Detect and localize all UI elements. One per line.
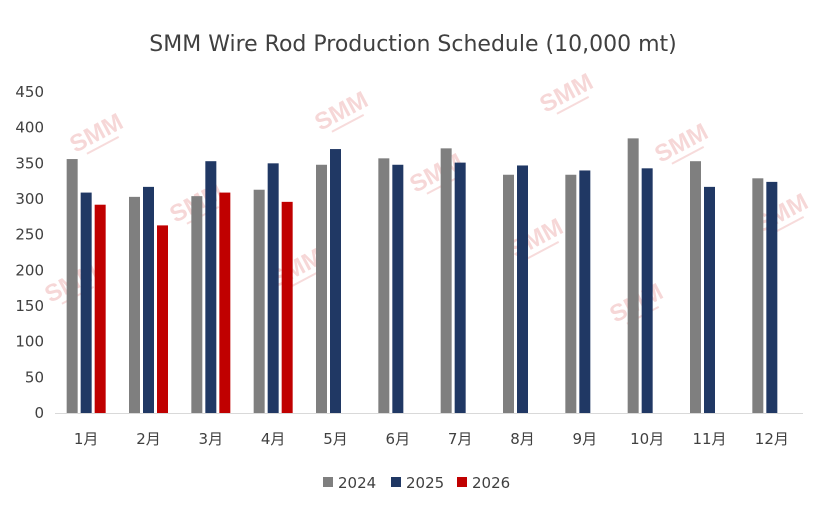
bar-2025-6 (392, 164, 404, 413)
x-tick-label: 4月 (261, 430, 286, 448)
watermark: SMM (65, 108, 127, 158)
bar-2025-12 (766, 181, 778, 413)
legend: 2024 2025 2026 (323, 474, 510, 492)
bar-2025-3 (205, 161, 217, 413)
bar-2024-4 (253, 189, 265, 413)
bar-2025-7 (454, 162, 466, 413)
bar-2026-3 (219, 192, 231, 413)
bar-2024-2 (129, 196, 140, 413)
y-tick-label: 300 (15, 190, 44, 208)
bar-2025-8 (517, 165, 528, 413)
watermark: SMM (535, 68, 597, 118)
x-tick-label: 8月 (510, 430, 535, 448)
x-tick-label: 6月 (386, 430, 411, 448)
y-tick-label: 100 (15, 333, 44, 351)
bar-2025-4 (267, 163, 279, 413)
bar-2026-4 (281, 201, 293, 413)
x-tick-label: 11月 (692, 430, 726, 448)
bar-2024-11 (690, 161, 701, 413)
y-tick-label: 450 (15, 83, 44, 101)
bar-2024-9 (565, 174, 577, 413)
bar-2024-12 (752, 178, 764, 413)
x-tick-label: 5月 (323, 430, 348, 448)
legend-swatch-2026 (457, 477, 467, 487)
x-tick-label: 1月 (74, 430, 99, 448)
svg-text:SMM: SMM (310, 86, 372, 136)
legend-label-2025: 2025 (406, 474, 444, 492)
y-tick-label: 250 (15, 226, 44, 244)
legend-swatch-2025 (391, 477, 401, 487)
bar-layer (66, 138, 778, 414)
y-tick-label: 150 (15, 297, 44, 315)
bar-2025-1 (80, 192, 92, 413)
legend-label-2026: 2026 (472, 474, 510, 492)
y-axis: 0 50 100 150 200 250 300 350 400 450 (15, 83, 44, 422)
bar-2025-5 (330, 149, 341, 414)
x-tick-label: 3月 (199, 430, 224, 448)
bar-2024-3 (191, 196, 203, 413)
legend-swatch-2024 (323, 477, 333, 487)
svg-text:SMM: SMM (505, 213, 567, 263)
bar-2024-8 (503, 174, 514, 413)
x-axis: 1月 2月 3月 4月 5月 6月 7月 8月 9月 10月 11月 12月 (74, 430, 789, 448)
watermark: SMM (650, 118, 712, 168)
svg-text:SMM: SMM (650, 118, 712, 168)
bar-2024-10 (627, 138, 639, 413)
x-tick-label: 12月 (755, 430, 789, 448)
bar-2025-9 (579, 170, 591, 413)
bar-2024-5 (316, 164, 327, 413)
svg-text:SMM: SMM (65, 108, 127, 158)
y-tick-label: 50 (25, 368, 44, 386)
bar-2025-2 (143, 186, 154, 413)
bar-2025-11 (704, 186, 715, 413)
y-tick-label: 0 (34, 404, 44, 422)
bar-2024-7 (440, 148, 452, 413)
y-tick-label: 200 (15, 261, 44, 279)
y-tick-label: 350 (15, 154, 44, 172)
watermark: SMM (310, 86, 372, 136)
legend-label-2024: 2024 (338, 474, 376, 492)
x-tick-label: 2月 (136, 430, 161, 448)
x-tick-label: 9月 (573, 430, 598, 448)
bar-2025-10 (641, 168, 653, 413)
chart-title: SMM Wire Rod Production Schedule (10,000… (149, 32, 676, 57)
bar-2024-1 (66, 159, 78, 413)
svg-text:SMM: SMM (535, 68, 597, 118)
bar-2024-6 (378, 158, 390, 413)
x-tick-label: 10月 (630, 430, 664, 448)
bar-2026-2 (157, 225, 168, 413)
y-tick-label: 400 (15, 119, 44, 137)
x-tick-label: 7月 (448, 430, 473, 448)
watermark: SMM (505, 213, 567, 263)
bar-2026-1 (94, 204, 106, 413)
